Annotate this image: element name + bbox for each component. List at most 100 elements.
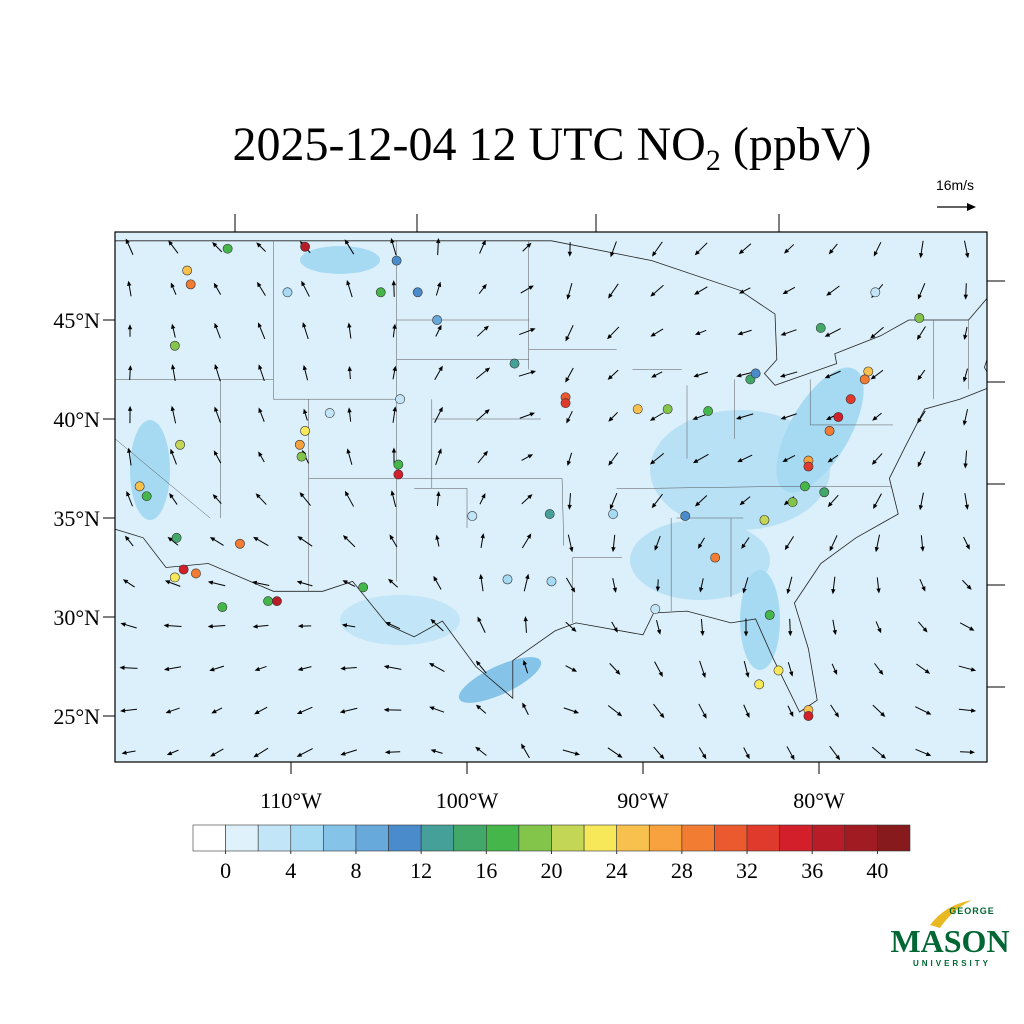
arrow-shaft: [785, 536, 795, 548]
arrow-shaft: [787, 662, 793, 674]
arrow-head: [658, 671, 663, 678]
arrow-shaft: [259, 366, 265, 382]
field-blob: [458, 657, 542, 703]
arrow-head: [256, 242, 262, 248]
station-marker: [544, 509, 555, 519]
arrow-shaft: [299, 748, 313, 756]
arrow-head: [253, 752, 259, 758]
arrow-head: [654, 545, 659, 551]
arrow-shaft: [348, 325, 352, 339]
arrow-head: [607, 334, 613, 340]
arrow-shaft: [609, 283, 619, 297]
wind-arrow: [964, 240, 970, 259]
arrow-shaft: [479, 242, 485, 254]
arrow-shaft: [525, 619, 527, 633]
logo-swoosh: [930, 900, 972, 928]
arrow-head: [257, 322, 262, 328]
arrow-head: [824, 374, 831, 379]
field-blob: [340, 595, 460, 645]
wind-arrow: [874, 534, 880, 553]
arrow-head: [880, 711, 886, 717]
arrow-head: [874, 546, 880, 553]
arrow-shaft: [920, 492, 924, 508]
arrow-head: [649, 459, 656, 465]
colorbar-tick-label: 20: [541, 858, 563, 883]
arrow-head: [970, 708, 977, 713]
arrow-head: [738, 289, 745, 294]
wind-arrow: [609, 663, 621, 675]
boundaries: [115, 240, 987, 713]
station-marker: [296, 451, 307, 462]
arrow-head: [742, 588, 747, 594]
wind-arrow: [523, 573, 530, 592]
arrow-shaft: [344, 536, 356, 548]
station-marker: [175, 439, 186, 450]
state-border: [561, 478, 565, 546]
station-marker: [824, 425, 835, 436]
arrow-shaft: [166, 624, 182, 628]
arrow-head: [962, 376, 968, 383]
wind-arrow: [212, 494, 222, 504]
arrow-head: [126, 490, 131, 497]
arrow-head: [920, 546, 925, 552]
wind-arrow: [916, 663, 931, 674]
station-marker: [217, 602, 228, 612]
wind-arrow: [694, 242, 708, 256]
arrow-shaft: [700, 618, 704, 634]
arrow-head: [297, 666, 304, 672]
arrow-shaft: [566, 367, 574, 381]
arrow-shaft: [874, 241, 882, 255]
wind-arrow: [963, 326, 968, 341]
wind-arrow: [523, 616, 528, 633]
wind-arrow: [479, 573, 484, 592]
arrow-head: [428, 662, 435, 668]
arrow-head: [258, 407, 263, 413]
wind-vectors: [119, 237, 977, 761]
wind-arrow: [609, 492, 618, 510]
wind-arrow: [694, 286, 708, 295]
wind-arrow: [963, 283, 968, 300]
wind-arrow: [828, 243, 838, 255]
arrow-shaft: [391, 240, 397, 256]
arrow-shaft: [740, 243, 752, 253]
arrow-shaft: [829, 494, 839, 506]
wind-arrow: [257, 322, 266, 340]
arrow-head: [433, 575, 438, 582]
wind-arrow: [562, 749, 581, 756]
station-marker: [800, 481, 810, 492]
title-end: (ppbV): [721, 118, 872, 171]
arrow-head: [390, 490, 395, 496]
wind-arrow: [255, 493, 267, 505]
arrow-head: [656, 629, 662, 635]
arrow-head: [252, 624, 258, 629]
wind-arrow: [827, 494, 839, 508]
arrow-head: [917, 461, 922, 468]
wind-arrow: [170, 448, 177, 465]
wind-arrow: [563, 707, 580, 714]
wind-arrow: [436, 490, 441, 507]
arrow-shaft: [432, 620, 444, 632]
arrow-shaft: [212, 748, 224, 756]
arrow-head: [301, 280, 306, 287]
wind-arrow: [915, 748, 932, 756]
wind-arrow: [346, 280, 353, 298]
arrow-head: [736, 373, 742, 378]
arrow-shaft: [255, 747, 269, 757]
arrow-head: [965, 544, 970, 550]
wind-arrow: [127, 405, 133, 424]
wind-arrow: [209, 537, 224, 546]
station-marker: [169, 572, 180, 583]
arrow-head: [341, 623, 348, 628]
wind-arrow: [962, 579, 972, 590]
arrow-shaft: [345, 241, 355, 255]
arrow-shaft: [519, 328, 533, 336]
arrow-head: [527, 494, 533, 500]
wind-arrow: [566, 410, 573, 424]
arrow-shaft: [122, 708, 138, 712]
wind-arrow: [168, 240, 179, 254]
wind-arrow: [694, 495, 708, 507]
arrow-head: [784, 544, 790, 551]
arrow-shaft: [783, 413, 797, 419]
arrow-shaft: [654, 661, 662, 675]
wind-arrow: [479, 239, 486, 254]
